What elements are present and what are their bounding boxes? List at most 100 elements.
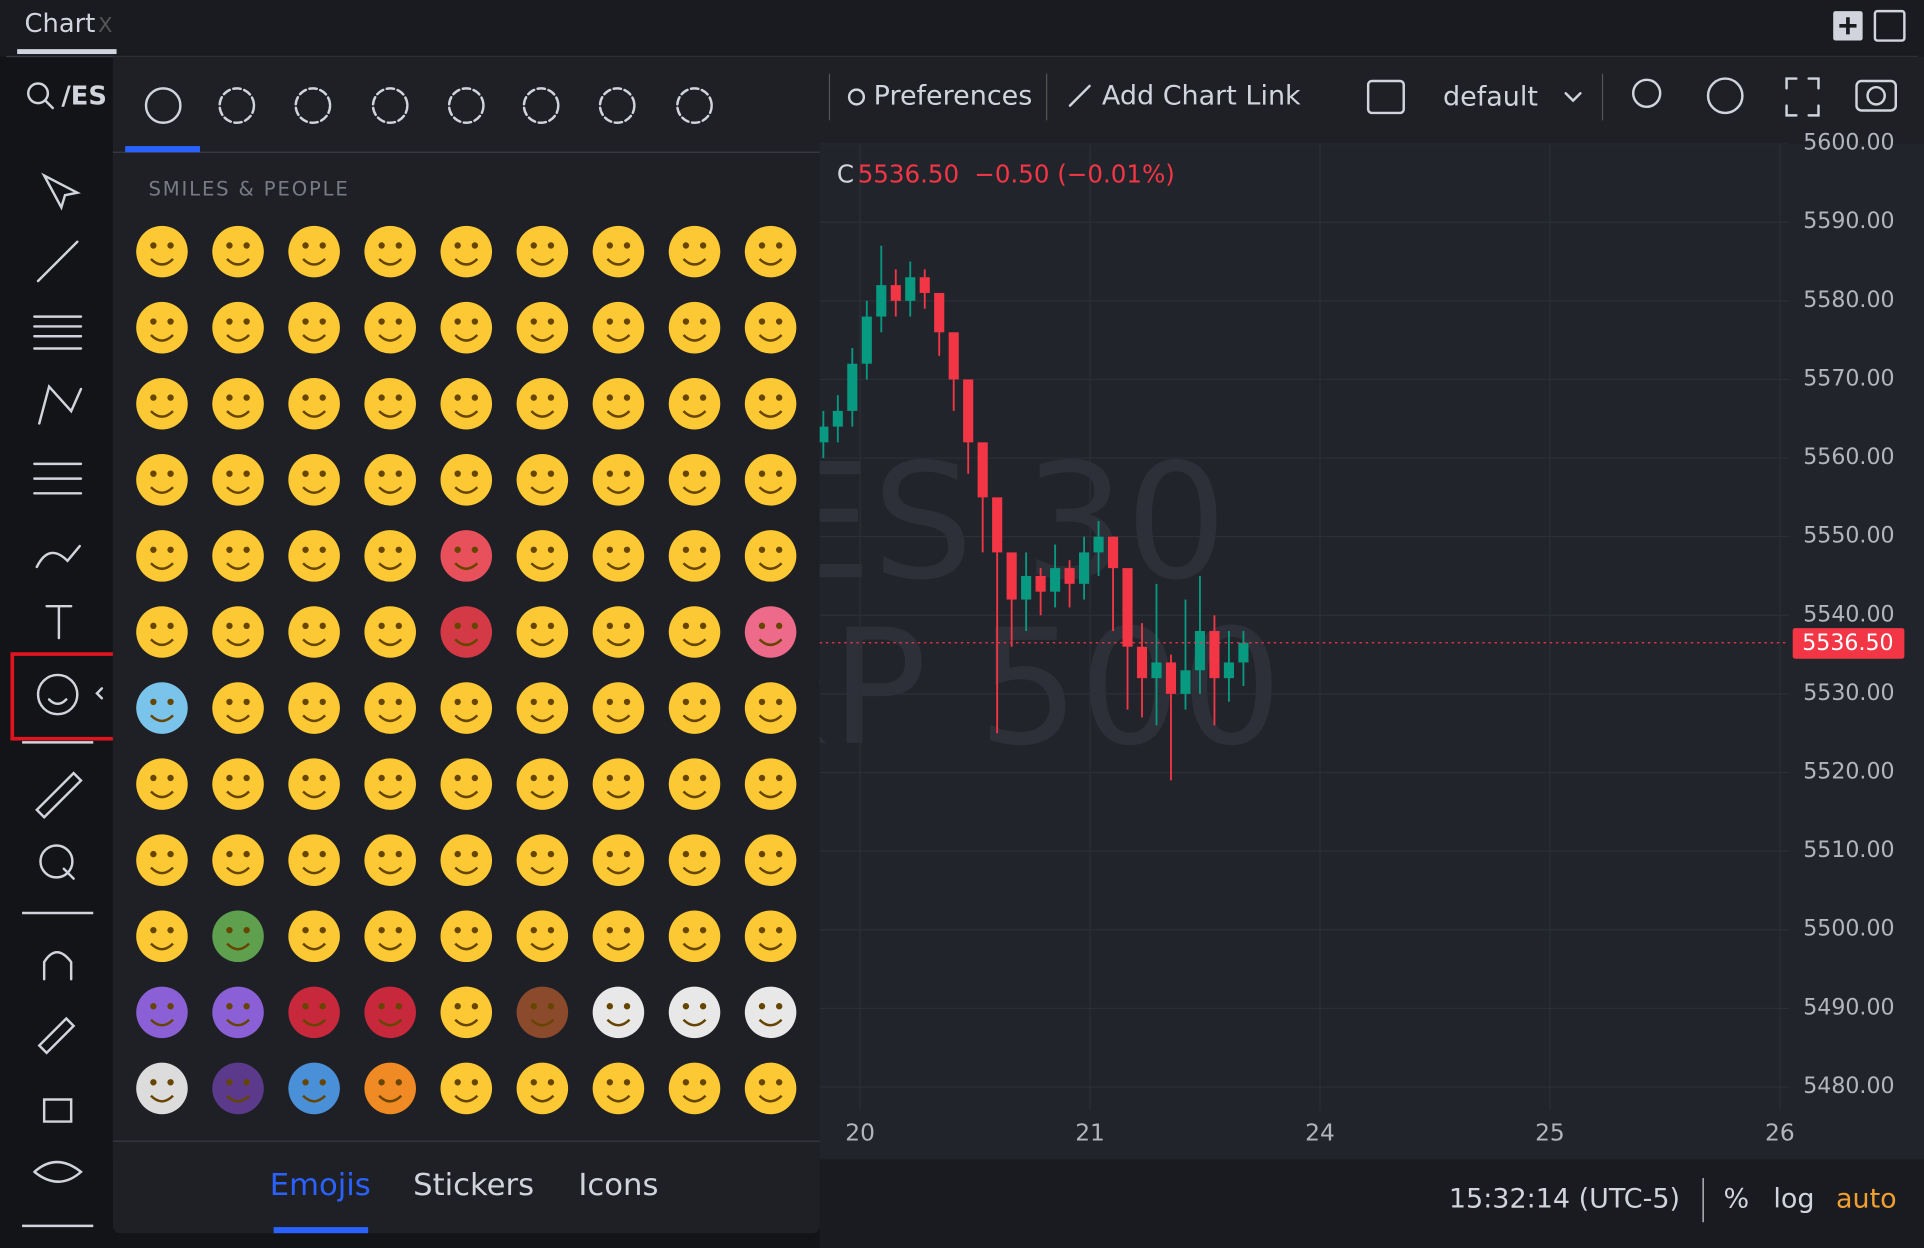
emoji[interactable]	[516, 834, 569, 886]
emoji[interactable]	[744, 1062, 797, 1115]
emoji-tool[interactable]	[36, 673, 79, 716]
emoji[interactable]	[516, 758, 569, 810]
tool-icon[interactable]	[62, 867, 75, 880]
emoji[interactable]	[440, 377, 493, 430]
emoji[interactable]	[364, 758, 416, 810]
tool-icon[interactable]	[38, 384, 83, 425]
tool-icon[interactable]	[41, 172, 81, 211]
emoji[interactable]	[440, 606, 493, 658]
emoji[interactable]	[212, 225, 264, 278]
emoji[interactable]	[744, 301, 797, 354]
emoji[interactable]	[364, 454, 416, 506]
emoji[interactable]	[668, 530, 721, 582]
emoji[interactable]	[212, 530, 264, 582]
tool-icon[interactable]	[45, 604, 73, 640]
category-icon[interactable]	[218, 87, 256, 124]
tool-icon[interactable]	[42, 951, 73, 981]
emoji[interactable]	[592, 834, 645, 886]
tool-icon[interactable]	[35, 544, 81, 569]
emoji[interactable]	[364, 910, 416, 963]
category-icon[interactable]	[598, 87, 636, 124]
emoji[interactable]	[212, 758, 264, 810]
emoji[interactable]	[136, 1062, 188, 1115]
emoji[interactable]	[516, 1062, 569, 1115]
panel-tab[interactable]: Stickers	[413, 1168, 534, 1203]
emoji[interactable]	[668, 682, 721, 734]
emoji[interactable]	[136, 377, 188, 430]
emoji[interactable]	[288, 606, 340, 658]
emoji[interactable]	[592, 301, 645, 354]
expand-arrow[interactable]	[95, 687, 104, 700]
emoji[interactable]	[288, 682, 340, 734]
emoji[interactable]	[288, 225, 340, 278]
category-icon[interactable]	[676, 87, 713, 124]
emoji[interactable]	[212, 454, 264, 506]
emoji[interactable]	[516, 606, 569, 658]
emoji[interactable]	[136, 682, 188, 734]
emoji[interactable]	[516, 301, 569, 354]
emoji[interactable]	[744, 530, 797, 582]
search-icon[interactable]	[26, 82, 50, 105]
emoji[interactable]	[288, 454, 340, 506]
panel-tab[interactable]: Icons	[578, 1168, 658, 1203]
emoji[interactable]	[440, 758, 493, 810]
add-chart-link[interactable]: Add Chart Link	[1102, 80, 1301, 111]
emoji[interactable]	[592, 530, 645, 582]
emoji[interactable]	[364, 225, 416, 278]
emoji[interactable]	[288, 834, 340, 886]
emoji[interactable]	[592, 682, 645, 734]
emoji[interactable]	[212, 682, 264, 734]
emoji[interactable]	[668, 834, 721, 886]
emoji[interactable]	[516, 986, 569, 1039]
category-icon[interactable]	[371, 87, 409, 124]
tool-icon[interactable]	[42, 1098, 73, 1123]
tool-icon[interactable]	[37, 1016, 76, 1055]
emoji[interactable]	[516, 454, 569, 506]
emoji[interactable]	[136, 301, 188, 354]
emoji[interactable]	[440, 834, 493, 886]
emoji[interactable]	[516, 377, 569, 430]
tool-icon[interactable]	[33, 462, 83, 495]
emoji[interactable]	[516, 225, 569, 278]
panel-tab[interactable]: Emojis	[270, 1168, 371, 1203]
emoji[interactable]	[212, 301, 264, 354]
tool-icon[interactable]	[36, 240, 79, 283]
emoji[interactable]	[516, 910, 569, 963]
emoji[interactable]	[136, 834, 188, 886]
emoji[interactable]	[288, 758, 340, 810]
emoji[interactable]	[212, 377, 264, 430]
auto-toggle[interactable]: auto	[1836, 1184, 1897, 1215]
emoji[interactable]	[668, 454, 721, 506]
emoji[interactable]	[288, 377, 340, 430]
alert-icon[interactable]	[1631, 78, 1662, 109]
tool-icon[interactable]	[33, 1160, 83, 1183]
emoji[interactable]	[592, 986, 645, 1039]
emoji[interactable]	[744, 682, 797, 734]
emoji[interactable]	[136, 530, 188, 582]
emoji[interactable]	[136, 225, 188, 278]
tool-icon[interactable]	[35, 771, 83, 819]
emoji[interactable]	[744, 377, 797, 430]
emoji[interactable]	[364, 682, 416, 734]
emoji[interactable]	[136, 758, 188, 810]
preferences[interactable]: Preferences	[874, 80, 1033, 111]
symbol[interactable]: /ES	[61, 81, 107, 111]
camera-icon[interactable]	[1855, 79, 1898, 112]
emoji[interactable]	[440, 530, 493, 582]
category-icon[interactable]	[294, 87, 332, 124]
emoji[interactable]	[440, 986, 493, 1039]
emoji[interactable]	[744, 225, 797, 278]
emoji[interactable]	[668, 758, 721, 810]
settings-icon[interactable]	[1706, 77, 1744, 115]
emoji[interactable]	[592, 758, 645, 810]
emoji[interactable]	[288, 986, 340, 1039]
emoji[interactable]	[288, 301, 340, 354]
tab-title[interactable]: Chart	[25, 9, 96, 39]
emoji[interactable]	[212, 986, 264, 1039]
emoji[interactable]	[288, 530, 340, 582]
emoji[interactable]	[744, 606, 797, 658]
emoji[interactable]	[364, 834, 416, 886]
emoji[interactable]	[212, 1062, 264, 1115]
emoji[interactable]	[136, 606, 188, 658]
category-icon[interactable]	[522, 87, 560, 124]
